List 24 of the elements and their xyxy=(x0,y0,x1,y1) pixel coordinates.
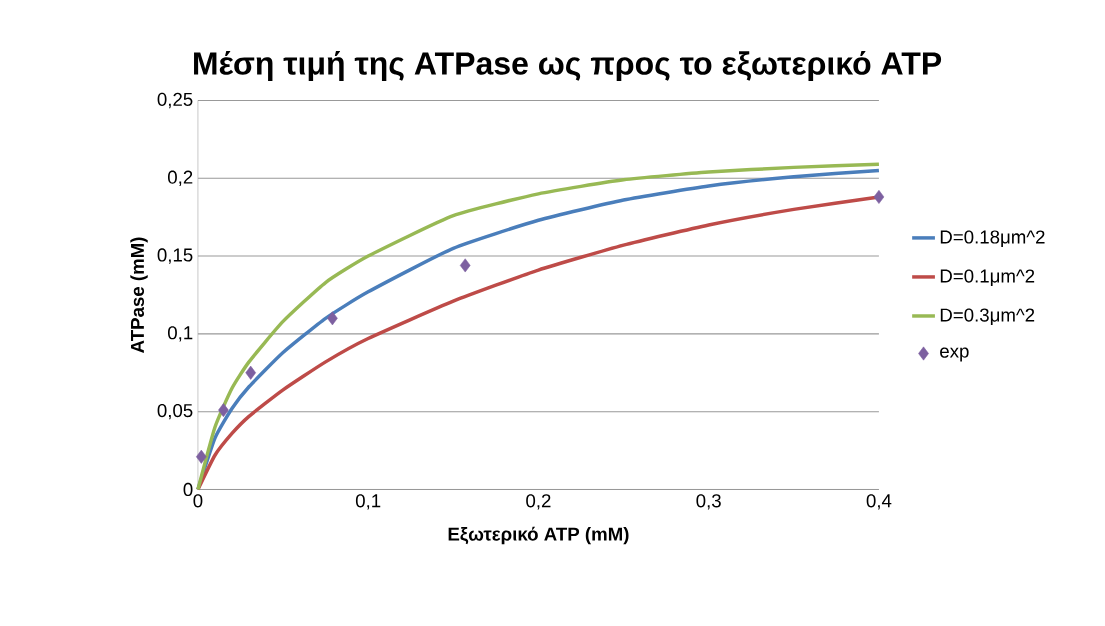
x-tick-label: 0,3 xyxy=(696,494,721,510)
y-tick-label: 0,15 xyxy=(157,248,193,264)
legend-label: exp xyxy=(940,347,969,362)
y-tick-label: 0,25 xyxy=(157,92,193,109)
y-tick-label: 0,05 xyxy=(157,403,193,420)
x-tick-label: 0 xyxy=(193,494,203,508)
x-tick-label: 0,4 xyxy=(866,494,892,510)
y-tick-label: 0,1 xyxy=(167,326,193,342)
legend-label: D=0.1μm^2 xyxy=(940,269,1035,287)
y-tick-label: 0 xyxy=(183,482,193,497)
y-axis-title: ATPase (mM) xyxy=(130,237,148,353)
chart-title: Μέση τιμή της ATPase ως προς το εξωτερικό ATP xyxy=(194,50,942,82)
point xyxy=(873,190,885,204)
legend-label: D=0.18μm^2 xyxy=(940,230,1045,247)
point xyxy=(218,403,229,418)
legend-label: D=0.3μm^2 xyxy=(940,308,1035,326)
x-tick-label: 0,1 xyxy=(355,494,381,510)
point xyxy=(196,449,207,464)
point xyxy=(245,365,256,380)
point xyxy=(459,258,471,273)
x-tick-label: 0,2 xyxy=(526,494,551,510)
y-tick-label: 0,2 xyxy=(167,170,193,186)
x-axis-title: Εξωτερικό ATP (mM) xyxy=(448,526,629,545)
point xyxy=(327,311,338,326)
